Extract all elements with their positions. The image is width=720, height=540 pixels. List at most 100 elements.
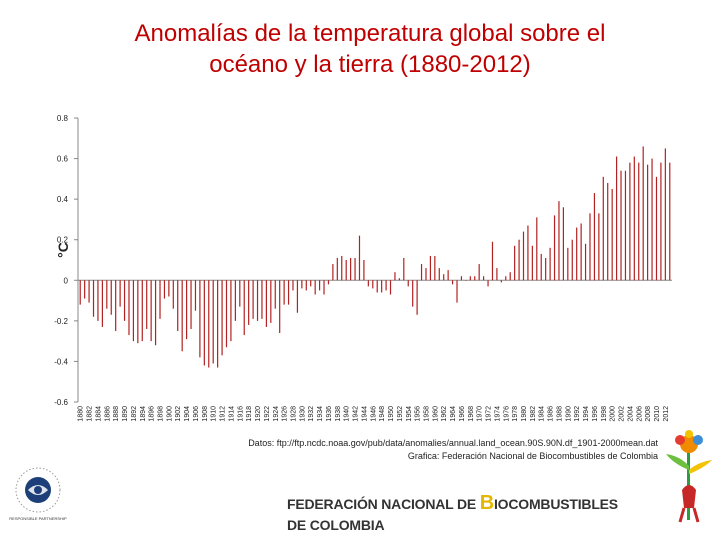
bar [620, 170, 622, 281]
bar [536, 217, 538, 281]
bar [367, 280, 369, 287]
bar [141, 280, 143, 342]
bar [567, 247, 569, 281]
bar [84, 280, 86, 299]
x-tick-label: 1884 [95, 406, 102, 422]
bar [469, 276, 471, 281]
federation-name: FEDERACIÓN NACIONAL DE BIOCOMBUSTIBLES D… [287, 493, 618, 536]
bar [429, 255, 432, 281]
bar [327, 280, 330, 285]
x-tick-label: 1926 [282, 406, 289, 422]
credit-line: Grafica: Federación Nacional de Biocombu… [407, 451, 658, 461]
y-tick-label: 0.4 [57, 195, 69, 204]
x-tick-label: 1936 [326, 406, 333, 422]
federation-name-part-2: IOCOMBUSTIBLES [493, 496, 618, 512]
flower-figure-logo-icon [666, 430, 712, 523]
bar [101, 280, 103, 327]
bar [549, 247, 551, 281]
x-tick-label: 1948 [379, 406, 386, 422]
x-tick-label: 2000 [610, 406, 617, 422]
x-tick-label: 1888 [113, 406, 120, 422]
bar [256, 280, 259, 321]
bar [172, 280, 174, 309]
bar [234, 280, 236, 321]
bar [403, 257, 405, 281]
bar [602, 176, 604, 281]
federation-name-initial: B [479, 492, 494, 514]
bar [385, 280, 387, 291]
x-tick-label: 1988 [556, 406, 563, 422]
y-tick-label: 0.2 [57, 236, 69, 245]
y-tick-label: 0.8 [57, 114, 69, 123]
bar [624, 170, 627, 281]
bar [150, 280, 152, 342]
bar [186, 280, 188, 340]
x-tick-label: 1896 [149, 406, 156, 422]
x-tick-label: 1898 [158, 406, 165, 422]
bar [651, 158, 653, 281]
bar [531, 245, 533, 281]
y-tick-label: -0.6 [54, 398, 68, 407]
x-tick-label: 1938 [335, 406, 342, 422]
x-tick-label: 1894 [140, 406, 147, 422]
bar [106, 280, 108, 309]
bar [571, 239, 573, 281]
bar [92, 280, 95, 317]
bar [372, 280, 374, 289]
bar [660, 162, 662, 281]
bar [115, 280, 117, 331]
x-tick-label: 1984 [539, 406, 546, 422]
bar [212, 280, 214, 364]
bar [168, 280, 170, 297]
bar [243, 280, 245, 336]
bar [545, 257, 547, 281]
bar [208, 280, 210, 368]
bar [434, 255, 436, 281]
bar [376, 280, 378, 293]
bar [460, 276, 463, 281]
y-tick-label: 0 [64, 276, 69, 285]
chart-bars [79, 146, 671, 368]
bar [217, 280, 219, 368]
bar [252, 280, 254, 319]
bar [389, 280, 392, 295]
bar [447, 270, 449, 281]
x-tick-label: 2012 [663, 406, 670, 422]
bar [642, 146, 644, 281]
bar [576, 227, 578, 281]
bar [607, 182, 609, 281]
bar [456, 280, 458, 303]
bar [248, 280, 250, 325]
bar [261, 280, 263, 319]
bar [425, 268, 427, 281]
federation-name-line-2: DE COLOMBIA [287, 517, 385, 533]
x-tick-label: 1972 [486, 406, 493, 422]
bar [239, 280, 241, 307]
x-tick-label: 1940 [344, 406, 351, 422]
bar [478, 264, 480, 281]
bar [163, 280, 166, 299]
bar [181, 280, 183, 352]
globe-seal-logo-icon: RESPONSIBLE PARTNERSHIP [9, 467, 67, 521]
bar [589, 213, 591, 281]
x-tick-label: 1920 [255, 406, 262, 422]
bar [412, 280, 414, 307]
data-source-note: Datos: ftp://ftp.ncdc.noaa.gov/pub/data/… [150, 437, 658, 463]
x-tick-label: 1924 [273, 406, 280, 422]
bar [341, 255, 343, 281]
data-source-line: Datos: ftp://ftp.ncdc.noaa.gov/pub/data/… [248, 438, 658, 448]
bar [270, 280, 272, 323]
bar [500, 280, 502, 283]
bar [584, 243, 587, 281]
bar [318, 280, 321, 291]
x-tick-label: 2006 [636, 406, 643, 422]
bar [265, 280, 267, 327]
bar [664, 148, 666, 281]
bar [474, 276, 476, 281]
bar [354, 257, 356, 281]
bar [615, 156, 618, 281]
bar [358, 235, 361, 281]
x-tick-label: 1912 [220, 406, 227, 422]
bar [655, 176, 658, 281]
x-tick-label: 1914 [228, 406, 235, 422]
